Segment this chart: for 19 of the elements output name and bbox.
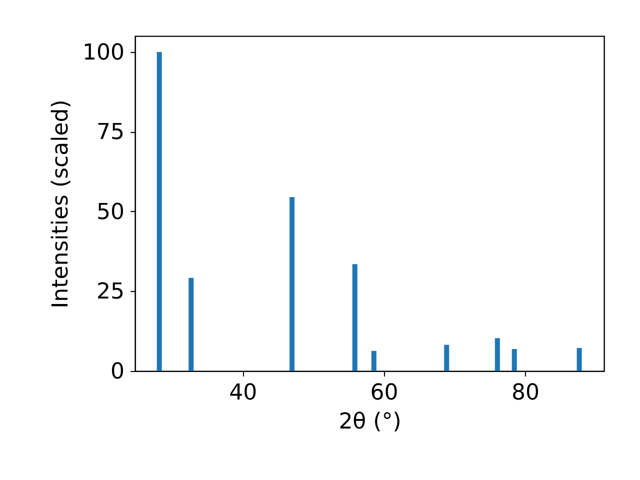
bar bbox=[371, 350, 376, 371]
y-axis-title: Intensities (scaled) bbox=[48, 100, 74, 308]
bar bbox=[188, 278, 194, 371]
y-tick-label: 75 bbox=[96, 120, 124, 146]
bar bbox=[512, 348, 517, 371]
x-tick-label: 60 bbox=[370, 380, 398, 406]
bar bbox=[576, 348, 582, 371]
y-tick-label: 0 bbox=[110, 360, 124, 384]
bar bbox=[444, 344, 450, 371]
bar bbox=[352, 264, 358, 371]
x-tick-label: 80 bbox=[511, 380, 540, 406]
bar bbox=[290, 197, 295, 371]
bar bbox=[156, 52, 162, 371]
bar bbox=[494, 338, 500, 371]
x-axis-title: 2θ (°) bbox=[338, 410, 402, 434]
y-tick-label: 25 bbox=[96, 280, 124, 305]
y-tick-label: 50 bbox=[96, 200, 124, 225]
x-tick-label: 40 bbox=[229, 380, 258, 406]
y-tick-label: 100 bbox=[82, 40, 124, 66]
